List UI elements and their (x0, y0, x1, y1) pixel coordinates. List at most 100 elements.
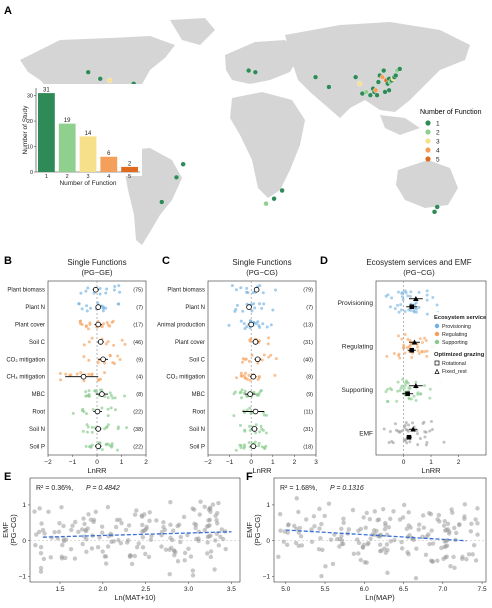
scatter-point (459, 556, 465, 561)
raw-point (408, 294, 412, 298)
y-axis-label-2: (PG−CG) (253, 514, 262, 546)
raw-point (103, 427, 107, 431)
raw-point (401, 346, 405, 350)
inset-bar-label: 6 (107, 151, 111, 157)
scatter-point (149, 533, 154, 539)
raw-point (77, 302, 81, 306)
raw-point (420, 340, 424, 344)
raw-point (274, 288, 278, 292)
scatter-point (167, 571, 172, 577)
raw-point (101, 306, 105, 310)
scatter-point (136, 541, 141, 546)
world-map (20, 18, 470, 245)
raw-point (97, 378, 101, 382)
raw-point (238, 423, 242, 427)
row-label: Provisioning (338, 300, 374, 307)
raw-point (258, 284, 262, 288)
panel-label-d: D (320, 255, 328, 267)
raw-point (104, 306, 108, 310)
inset-x-tick-label: 3 (86, 174, 89, 180)
raw-point (402, 343, 406, 347)
scatter-point (60, 542, 65, 548)
raw-point (264, 431, 268, 435)
map-point (312, 74, 319, 80)
raw-point (396, 334, 400, 338)
mean-point (97, 339, 104, 345)
scatter-point (205, 540, 210, 545)
x-tick-label: −1 (69, 459, 77, 466)
raw-point (242, 322, 246, 326)
raw-point (424, 430, 428, 434)
raw-point (417, 290, 421, 294)
raw-point (412, 309, 416, 313)
scatter-point (468, 529, 474, 534)
raw-point (254, 423, 258, 427)
raw-point (408, 339, 412, 343)
scatter-point (111, 539, 117, 544)
map-point (271, 196, 277, 202)
scatter-point (423, 552, 429, 557)
x-tick-label: 2 (293, 459, 297, 466)
raw-point (248, 338, 252, 342)
raw-point (406, 294, 410, 298)
scatter-point (57, 520, 62, 526)
row-label: CO₂ mitigation (166, 375, 205, 381)
raw-point (116, 425, 120, 429)
scatter-point (36, 529, 42, 535)
x-axis-label: Ln(MAP) (365, 593, 395, 602)
scatter-point (452, 525, 457, 531)
raw-point (81, 429, 85, 433)
scatter-point (277, 511, 283, 517)
scatter-point (190, 568, 196, 573)
raw-point (112, 288, 116, 292)
raw-point (271, 308, 275, 312)
legend-swatch (434, 331, 440, 337)
raw-point (420, 350, 424, 354)
map-point (326, 84, 332, 90)
raw-point (106, 340, 110, 344)
scatter-point (216, 500, 221, 506)
scatter-point (464, 556, 469, 562)
raw-point (409, 397, 413, 401)
scatter-point (38, 544, 44, 550)
scatter-point (134, 508, 139, 513)
raw-point (84, 412, 88, 416)
raw-point (418, 437, 422, 441)
x-tick-label: 3 (314, 459, 318, 466)
inset-bar-label: 19 (64, 118, 71, 124)
scatter-point (294, 496, 299, 501)
row-label: Soil N (189, 427, 205, 433)
scatter-point (208, 554, 214, 560)
raw-point (250, 309, 254, 313)
raw-point (408, 344, 412, 348)
raw-point (425, 312, 429, 316)
scatter-point (103, 554, 109, 559)
scatter-point (391, 509, 396, 514)
raw-point (400, 429, 404, 433)
x-tick-label: 1.5 (55, 586, 64, 593)
y-tick-label: −1 (263, 574, 271, 581)
mean-point (100, 356, 106, 363)
scatter-point (170, 528, 176, 533)
scatter-point (466, 552, 472, 557)
mean-point (92, 286, 99, 293)
raw-point (235, 376, 239, 380)
scatter-point (337, 544, 342, 549)
raw-point (258, 339, 262, 343)
raw-point (243, 357, 247, 361)
raw-point (100, 448, 104, 452)
x-axis-label: LnRR (252, 466, 272, 475)
map-point (353, 74, 359, 80)
map-point (252, 69, 258, 75)
plot-title: Single Functions (232, 258, 291, 267)
raw-point (409, 290, 413, 294)
raw-point (386, 387, 390, 391)
scatter-point (163, 547, 169, 552)
inset-x-tick-label: 5 (128, 174, 131, 180)
y-axis-label: EMF (1, 522, 10, 538)
scatter-point (444, 554, 449, 559)
row-count: (13) (303, 323, 313, 329)
inset-x-tick-label: 4 (107, 174, 110, 180)
raw-point (403, 289, 407, 293)
scatter-point (454, 530, 459, 536)
